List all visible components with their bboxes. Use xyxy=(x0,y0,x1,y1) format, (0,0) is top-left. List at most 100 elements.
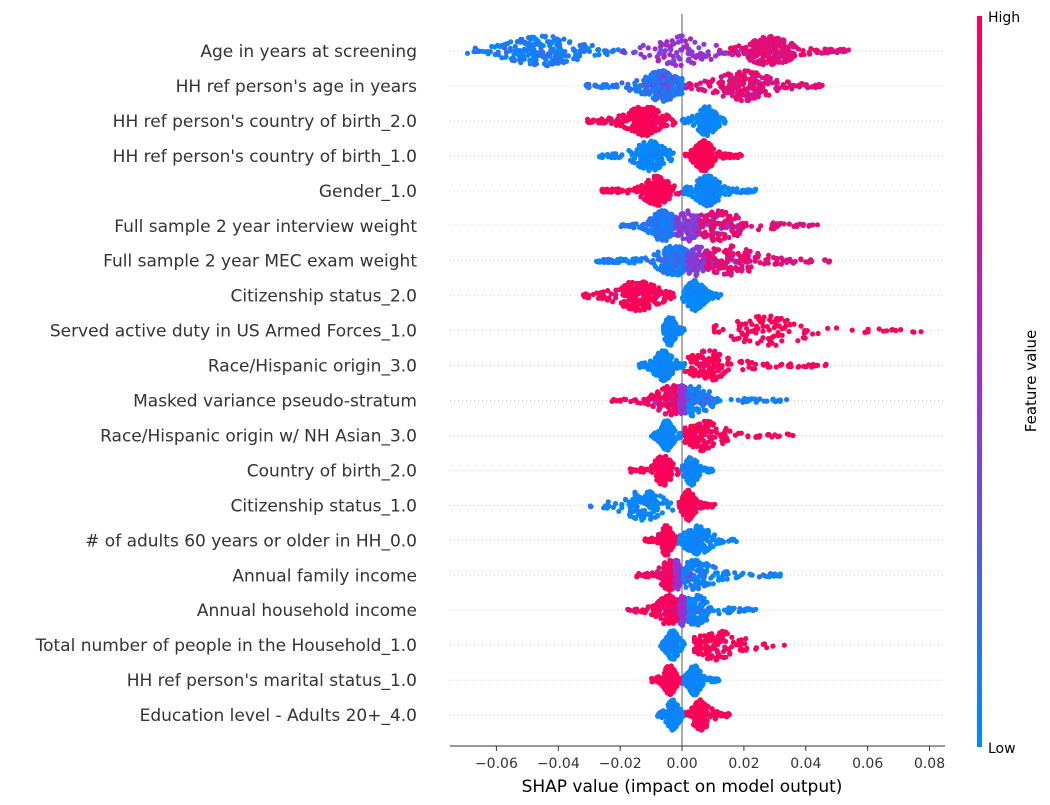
shap-point xyxy=(691,266,697,273)
shap-point xyxy=(708,56,714,62)
shap-point xyxy=(648,143,655,149)
shap-point xyxy=(747,76,753,82)
shap-point xyxy=(634,78,640,84)
shap-point xyxy=(697,80,704,86)
shap-point xyxy=(552,53,558,60)
shap-point xyxy=(648,138,654,144)
shap-point xyxy=(910,329,916,335)
shap-point xyxy=(673,250,679,256)
shap-point xyxy=(685,50,691,57)
shap-point xyxy=(766,46,772,53)
shap-point xyxy=(768,226,775,232)
shap-point xyxy=(495,52,501,58)
shap-point xyxy=(596,52,602,58)
shap-point xyxy=(573,52,579,58)
shap-point xyxy=(682,38,689,44)
shap-point xyxy=(577,42,583,49)
shap-point xyxy=(570,46,576,52)
shap-point xyxy=(702,88,708,94)
shap-point xyxy=(670,384,676,390)
shap-point xyxy=(773,85,779,91)
shap-point xyxy=(704,188,710,194)
shap-point xyxy=(732,75,738,81)
shap-point xyxy=(661,77,667,83)
shap-point xyxy=(798,52,804,58)
shap-point xyxy=(755,326,761,332)
shap-point xyxy=(740,399,746,405)
shap-point xyxy=(670,407,676,414)
shap-point xyxy=(521,56,527,62)
shap-point xyxy=(755,227,762,233)
shap-point xyxy=(674,50,680,56)
shap-point xyxy=(700,138,707,144)
shap-point xyxy=(648,148,654,154)
shap-point xyxy=(636,280,642,286)
shap-point xyxy=(661,53,668,59)
shap-point xyxy=(740,91,746,98)
shap-point xyxy=(849,327,855,333)
shap-point xyxy=(660,362,667,368)
shap-point xyxy=(771,324,777,331)
shap-point xyxy=(540,43,546,49)
shap-point xyxy=(648,162,654,168)
shap-point xyxy=(722,50,729,56)
shap-point xyxy=(664,39,670,45)
shap-point xyxy=(642,124,648,130)
shap-point xyxy=(692,39,698,45)
shap-point xyxy=(734,259,740,265)
shap-point xyxy=(752,254,758,260)
shap-point xyxy=(550,34,556,40)
shap-point xyxy=(673,191,680,197)
shap-point xyxy=(800,48,806,54)
shap-point xyxy=(775,330,781,336)
shap-point xyxy=(748,223,755,229)
shap-point xyxy=(645,45,651,51)
shap-point xyxy=(614,84,620,90)
shap-point xyxy=(518,60,524,66)
shap-point xyxy=(825,325,831,331)
shap-point xyxy=(661,227,667,234)
shap-point xyxy=(654,196,660,202)
shap-point xyxy=(674,79,680,85)
shap-point xyxy=(766,39,772,45)
shap-point xyxy=(671,58,677,64)
shap-point xyxy=(670,402,676,408)
shap-point xyxy=(679,47,685,53)
shap-point xyxy=(705,49,711,55)
shap-point xyxy=(771,254,777,261)
shap-point xyxy=(661,233,667,239)
shap-point xyxy=(765,432,771,438)
shap-point xyxy=(778,255,784,261)
shap-point xyxy=(655,249,661,255)
shap-point xyxy=(753,434,759,440)
shap-point xyxy=(720,79,726,85)
shap-point xyxy=(704,374,710,380)
shap-point xyxy=(765,342,772,348)
shap-point xyxy=(642,110,648,116)
shap-point xyxy=(770,396,776,403)
shap-point xyxy=(660,378,667,384)
shap-point xyxy=(539,33,545,39)
shap-point xyxy=(561,36,567,42)
shap-point xyxy=(704,182,710,188)
shap-point xyxy=(784,431,790,437)
shap-point xyxy=(735,250,741,256)
shap-point xyxy=(766,327,772,333)
shap-point xyxy=(704,114,710,120)
shap-point xyxy=(725,355,731,361)
shap-point xyxy=(685,58,691,64)
shap-point xyxy=(670,53,676,59)
shap-point xyxy=(693,82,700,88)
shap-point xyxy=(636,288,642,295)
shap-point xyxy=(736,335,742,341)
shap-point xyxy=(702,358,709,365)
shap-point xyxy=(722,249,728,255)
shap-point xyxy=(898,327,904,333)
shap-point xyxy=(757,260,763,266)
shap-point xyxy=(700,157,707,163)
shap-point xyxy=(862,329,868,335)
shap-point xyxy=(638,83,644,89)
shap-point xyxy=(678,38,685,44)
shap-point xyxy=(540,49,546,55)
shap-point xyxy=(654,202,660,208)
